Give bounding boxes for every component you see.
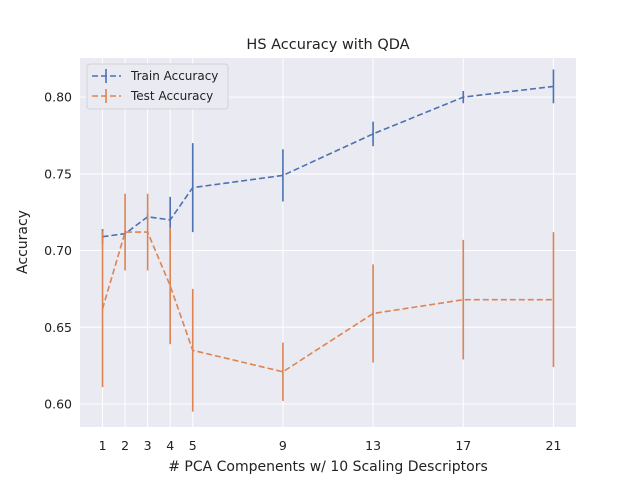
x-tick-label: 21 (546, 438, 562, 453)
series-layer (101, 69, 555, 412)
x-tick-label: 4 (166, 438, 174, 453)
y-tick-label: 0.65 (44, 320, 72, 335)
x-tick-label: 5 (189, 438, 197, 453)
plot-area (80, 58, 576, 427)
x-tick-label: 2 (121, 438, 129, 453)
y-tick-labels: 0.60 0.65 0.70 0.75 0.80 (44, 90, 72, 412)
test-accuracy-legend-label: Test Accuracy (130, 89, 213, 103)
grid (80, 58, 576, 427)
y-tick-label: 0.70 (44, 243, 72, 258)
x-tick-label: 9 (279, 438, 287, 453)
x-tick-label: 1 (99, 438, 107, 453)
x-tick-label: 3 (144, 438, 152, 453)
y-tick-label: 0.75 (44, 166, 72, 181)
train-accuracy-legend-label: Train Accuracy (130, 69, 218, 83)
legend-box (86, 63, 229, 110)
y-tick-label: 0.60 (44, 396, 72, 411)
chart-title: HS Accuracy with QDA (246, 37, 409, 53)
test-accuracy-series (101, 193, 555, 412)
legend: Train Accuracy Test Accuracy (86, 63, 229, 110)
test-accuracy-line (101, 231, 554, 373)
y-axis-label: Accuracy (15, 210, 31, 274)
x-tick-label: 13 (365, 438, 381, 453)
train-accuracy-line (102, 85, 554, 238)
x-tick-label: 17 (455, 438, 471, 453)
x-tick-labels: 1 2 3 4 5 9 13 17 21 (99, 438, 562, 453)
train-accuracy-series (101, 69, 555, 245)
x-axis-label: # PCA Compenents w/ 10 Scaling Descripto… (168, 459, 488, 475)
y-tick-label: 0.80 (44, 90, 72, 105)
